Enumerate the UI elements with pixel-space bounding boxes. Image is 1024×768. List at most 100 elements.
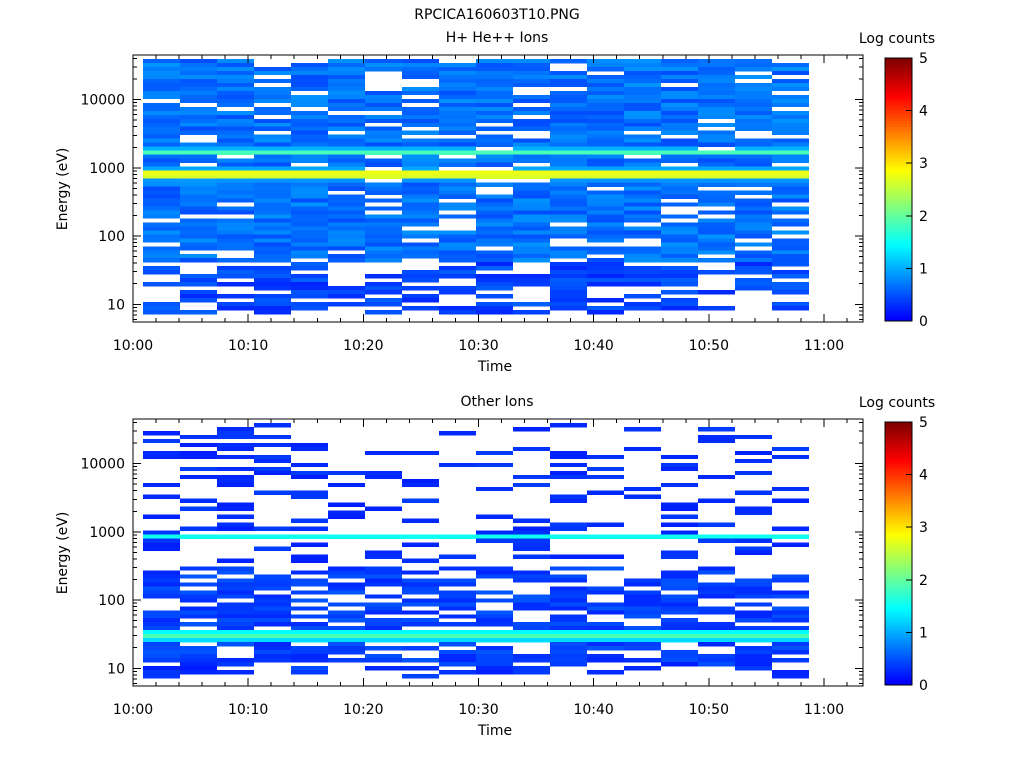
heatmap-cell: [587, 610, 624, 615]
colorbar-tick-label: 3: [919, 520, 928, 536]
heatmap-cell: [180, 126, 217, 132]
heatmap-cell: [402, 142, 439, 147]
heatmap-cell: [217, 158, 254, 163]
colorbar-segment: [885, 155, 912, 159]
heatmap-cell: [439, 254, 476, 259]
heatmap-cell: [143, 194, 180, 199]
heatmap-cell: [217, 62, 254, 68]
heatmap-cell: [513, 94, 550, 100]
heatmap-cell: [772, 646, 809, 651]
heatmap-cell: [143, 306, 180, 311]
heatmap-cell: [624, 118, 661, 124]
heatmap-cell: [180, 534, 217, 539]
heatmap-cell: [476, 242, 513, 247]
heatmap-cell: [143, 74, 180, 80]
heatmap-cell: [513, 310, 550, 315]
heatmap-cell: [180, 474, 217, 480]
heatmap-cell: [254, 310, 291, 315]
heatmap-cell: [624, 190, 661, 195]
heatmap-cell: [735, 190, 772, 195]
y-tick-label: 100: [98, 229, 125, 245]
heatmap-cell: [402, 498, 439, 503]
heatmap-cell: [439, 206, 476, 211]
x-tick-label: 10:20: [343, 702, 383, 718]
heatmap-cell: [698, 78, 735, 84]
heatmap-cell: [291, 182, 328, 187]
colorbar-segment: [885, 674, 912, 678]
heatmap-cell: [550, 554, 587, 559]
heatmap-cell: [698, 590, 735, 595]
heatmap-cell: [735, 210, 772, 215]
heatmap-cell: [587, 454, 624, 460]
heatmap-cell: [439, 590, 476, 595]
heatmap-cell: [550, 574, 587, 579]
heatmap-cell: [513, 62, 550, 68]
heatmap-cell: [143, 138, 180, 143]
heatmap-cell: [661, 582, 698, 587]
heatmap-cell: [772, 454, 809, 460]
colorbar-segment: [885, 115, 912, 119]
colorbar-segment: [885, 76, 912, 80]
heatmap-cell: [217, 59, 254, 64]
heatmap-cell: [254, 246, 291, 251]
heatmap-cell: [550, 230, 587, 235]
colorbar-segment: [885, 545, 912, 549]
colorbar-segment: [885, 268, 912, 272]
heatmap-cell: [217, 234, 254, 239]
heatmap-cell: [180, 166, 217, 171]
heatmap-cell: [661, 70, 698, 76]
heatmap-cell: [291, 666, 328, 671]
heatmap-cell: [587, 198, 624, 203]
heatmap-cell: [550, 142, 587, 147]
heatmap-cell: [476, 250, 513, 255]
colorbar-segment: [885, 144, 912, 148]
heatmap-cell: [217, 634, 254, 639]
heatmap-cell: [587, 274, 624, 279]
heatmap-cell: [550, 198, 587, 203]
heatmap-cell: [217, 614, 254, 619]
heatmap-cell: [661, 202, 698, 207]
heatmap-cell: [476, 94, 513, 100]
heatmap-cell: [587, 298, 624, 303]
heatmap-cell: [735, 198, 772, 203]
heatmap-cell: [513, 198, 550, 203]
heatmap-cell: [143, 126, 180, 132]
heatmap-cell: [772, 182, 809, 187]
heatmap-cell: [217, 482, 254, 488]
heatmap-cell: [513, 474, 550, 480]
heatmap-cell: [291, 290, 328, 295]
heatmap-cell: [254, 602, 291, 607]
colorbar-segment: [885, 213, 912, 217]
heatmap-cell: [476, 258, 513, 263]
colorbar-segment: [885, 529, 912, 533]
heatmap-cell: [513, 98, 550, 104]
heatmap-cell: [291, 606, 328, 611]
heatmap-cell: [365, 282, 402, 287]
heatmap-cell: [328, 566, 365, 571]
heatmap-cell: [624, 182, 661, 187]
heatmap-cell: [698, 59, 735, 64]
colorbar-segment: [885, 302, 912, 306]
heatmap-cell: [143, 618, 180, 623]
heatmap-cell: [735, 234, 772, 239]
colorbar-segment: [885, 637, 912, 641]
heatmap-cell: [476, 574, 513, 579]
heatmap-cell: [735, 282, 772, 287]
heatmap-cell: [143, 162, 180, 167]
heatmap-cell: [402, 658, 439, 663]
colorbar-segment: [885, 121, 912, 125]
heatmap-cell: [661, 278, 698, 283]
heatmap-cell: [439, 462, 476, 468]
heatmap-cell: [365, 98, 402, 104]
heatmap-cell: [439, 290, 476, 295]
heatmap-cell: [254, 242, 291, 247]
heatmap-cell: [772, 86, 809, 92]
heatmap-cell: [439, 174, 476, 179]
heatmap-cell: [180, 606, 217, 611]
colorbar-segment: [885, 653, 912, 657]
colorbar-segment: [885, 511, 912, 515]
heatmap-cell: [698, 290, 735, 295]
heatmap-cell: [698, 178, 735, 183]
heatmap-cell: [698, 570, 735, 575]
heatmap-cell: [772, 194, 809, 199]
